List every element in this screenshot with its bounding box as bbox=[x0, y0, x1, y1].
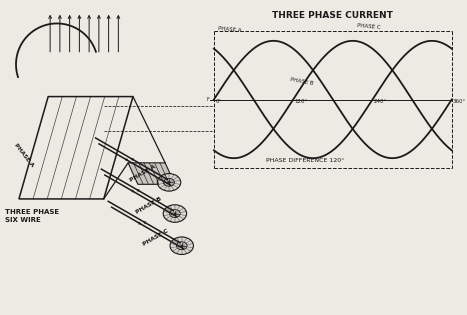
Ellipse shape bbox=[157, 174, 181, 191]
Ellipse shape bbox=[170, 210, 180, 217]
Text: PHASE B: PHASE B bbox=[290, 77, 314, 86]
Text: PHASE A: PHASE A bbox=[129, 164, 156, 183]
Text: PHASE C: PHASE C bbox=[357, 24, 381, 31]
Text: PHASE DIFFERENCE 120°: PHASE DIFFERENCE 120° bbox=[266, 158, 345, 163]
Ellipse shape bbox=[177, 242, 187, 249]
Text: PHASE A: PHASE A bbox=[218, 26, 241, 33]
Text: PHASE B: PHASE B bbox=[134, 196, 162, 215]
Text: 120°: 120° bbox=[294, 99, 307, 104]
Text: THREE PHASE CURRENT: THREE PHASE CURRENT bbox=[272, 11, 393, 20]
Text: F: F bbox=[206, 97, 209, 102]
Text: PHASE A: PHASE A bbox=[13, 142, 35, 168]
Text: PHASE C: PHASE C bbox=[142, 228, 169, 247]
Ellipse shape bbox=[164, 179, 174, 186]
Text: 360°: 360° bbox=[453, 99, 466, 104]
Text: THREE PHASE
SIX WIRE: THREE PHASE SIX WIRE bbox=[5, 209, 59, 223]
Ellipse shape bbox=[163, 205, 187, 222]
Polygon shape bbox=[128, 163, 175, 184]
Text: 240°: 240° bbox=[374, 99, 387, 104]
Text: 0°: 0° bbox=[216, 99, 222, 104]
Ellipse shape bbox=[170, 237, 193, 255]
